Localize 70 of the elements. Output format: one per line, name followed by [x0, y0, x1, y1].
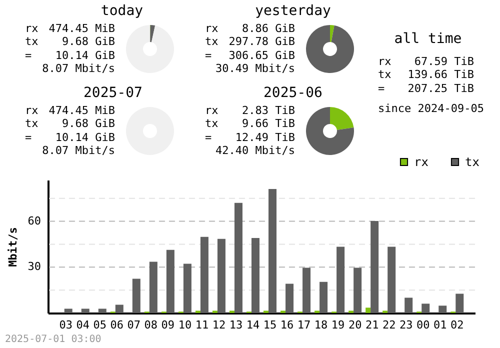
text: = — [205, 130, 213, 144]
x-tick-label: 08 — [144, 318, 158, 332]
text: since 2024-09-05 — [378, 102, 484, 116]
text: 2.83 TiB — [241, 104, 295, 118]
text: rx — [205, 22, 218, 36]
text: 474.45 MiB — [48, 22, 115, 36]
text: 67.59 TiB — [413, 55, 474, 68]
x-tick-label: 01 — [434, 318, 447, 332]
text: tx — [205, 35, 218, 49]
x-tick-label: 11 — [195, 318, 209, 332]
text: 8.07 Mbit/s — [41, 144, 115, 158]
x-tick-label: 03 — [59, 318, 72, 332]
text: 8.86 GiB — [241, 22, 295, 36]
x-tick-label: 00 — [416, 318, 430, 332]
chart-title: today — [100, 3, 144, 19]
x-tick-label: 02 — [450, 318, 464, 332]
y-axis-title: Mbit/s — [6, 227, 20, 267]
x-tick-label: 19 — [331, 318, 345, 332]
x-tick-label: 14 — [246, 318, 260, 332]
text: 9.68 GiB — [61, 35, 115, 49]
text: = — [25, 130, 33, 144]
text: 306.65 GiB — [228, 48, 295, 62]
x-tick-label: 09 — [161, 318, 175, 332]
x-tick-label: 15 — [263, 318, 277, 332]
text: tx — [205, 117, 218, 131]
text: 297.78 GiB — [228, 35, 295, 49]
text: rx — [25, 104, 38, 118]
x-tick-label: 17 — [297, 318, 311, 332]
x-tick-label: 20 — [348, 318, 362, 332]
text: 9.68 GiB — [61, 117, 115, 131]
x-tick-label: 10 — [178, 318, 192, 332]
text: 42.40 Mbit/s — [214, 144, 295, 158]
x-tick-label: 16 — [280, 318, 294, 332]
text: 10.14 GiB — [54, 48, 115, 62]
text: tx — [378, 68, 392, 82]
text: all time — [393, 31, 463, 47]
x-tick-label: 05 — [93, 318, 107, 332]
text: 12.49 TiB — [234, 130, 295, 144]
x-tick-label: 22 — [382, 318, 396, 332]
text: 10.14 GiB — [54, 130, 115, 144]
y-tick-label: 60 — [28, 214, 41, 228]
x-tick-label: 07 — [127, 318, 141, 332]
text: 474.45 MiB — [48, 104, 115, 118]
legend-label: rx — [414, 155, 428, 169]
y-tick-label: 30 — [28, 260, 41, 274]
text: rx — [25, 22, 38, 36]
chart-title: 2025-07 — [82, 85, 144, 101]
legend-label: tx — [465, 155, 480, 169]
x-tick-label: 12 — [212, 318, 226, 332]
x-tick-label: 18 — [314, 318, 328, 332]
text: = — [205, 48, 213, 62]
text: = — [25, 48, 33, 62]
text: 2025-07-01 03:00 — [5, 334, 102, 345]
text: 139.66 TiB — [406, 68, 474, 82]
chart-title: 2025-06 — [262, 85, 324, 101]
x-tick-label: 06 — [110, 318, 124, 332]
text: 30.49 Mbit/s — [214, 62, 295, 76]
text: = — [378, 82, 386, 96]
x-tick-label: 21 — [365, 318, 379, 332]
x-tick-label: 04 — [76, 318, 90, 332]
text: 8.07 Mbit/s — [41, 62, 115, 76]
x-tick-label: 13 — [229, 318, 243, 332]
text: rx — [205, 104, 218, 118]
text: tx — [25, 35, 38, 49]
x-tick-label: 23 — [399, 318, 413, 332]
text: rx — [378, 55, 392, 68]
text: 207.25 TiB — [406, 82, 474, 96]
text: 9.66 TiB — [241, 117, 295, 131]
text: tx — [25, 117, 38, 131]
chart-title: yesterday — [254, 3, 332, 19]
